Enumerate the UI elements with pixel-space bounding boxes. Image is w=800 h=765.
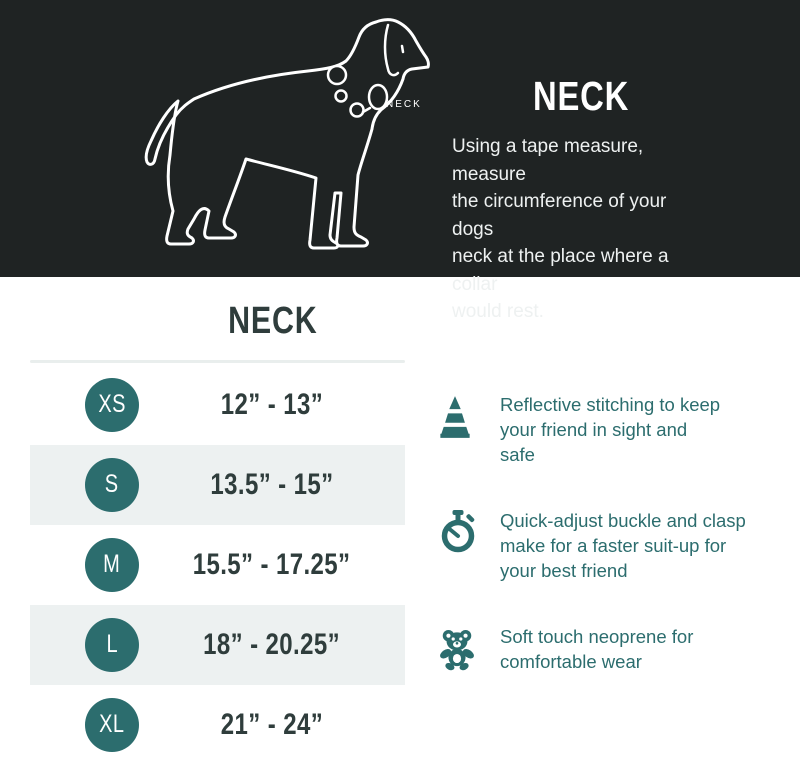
hero-description: Using a tape measure, measure the circum… bbox=[452, 136, 669, 322]
size-badge-label: XL bbox=[99, 710, 125, 739]
tape-ring-small-2 bbox=[349, 102, 365, 118]
size-range-value: 21” - 24” bbox=[139, 708, 405, 742]
size-table-title: NECK bbox=[140, 300, 405, 343]
size-table-title-text: NECK bbox=[227, 300, 318, 342]
dog-eye-mark bbox=[400, 44, 405, 54]
size-badge-xs: XS bbox=[85, 377, 139, 432]
feature-item-quick-adjust: Quick-adjust buckle and clasp make for a… bbox=[438, 507, 783, 583]
feature-text: Quick-adjust buckle and clasp make for a… bbox=[500, 510, 746, 581]
size-range-text: 13.5” - 15” bbox=[210, 467, 334, 501]
size-badge-label: S bbox=[105, 470, 119, 499]
size-range-text: 15.5” - 17.25” bbox=[193, 547, 351, 581]
stopwatch-icon bbox=[438, 507, 490, 554]
hero-text-block: NECK Using a tape measure, measure the c… bbox=[452, 76, 710, 326]
dog-ear-line bbox=[383, 23, 400, 77]
table-divider bbox=[30, 359, 405, 363]
teddy-bear-icon bbox=[438, 623, 490, 672]
table-row: S 13.5” - 15” bbox=[30, 444, 405, 525]
size-badge-label: XS bbox=[98, 390, 126, 419]
table-row: L 18” - 20.25” bbox=[30, 604, 405, 685]
size-table: NECK XS 12” - 13” S 13.5” - 15” M 15.5” … bbox=[30, 277, 405, 765]
size-rows: XS 12” - 13” S 13.5” - 15” M 15.5” - 17.… bbox=[30, 365, 405, 765]
feature-text: Soft touch neoprene for comfortable wear bbox=[500, 626, 694, 672]
size-badge-l: L bbox=[85, 617, 139, 672]
table-row: XL 21” - 24” bbox=[30, 685, 405, 765]
size-badge-m: M bbox=[85, 537, 139, 592]
hero-section: NECK NECK Using a tape measure, measure … bbox=[0, 0, 800, 322]
tape-neck-loop bbox=[367, 83, 389, 111]
size-range-text: 18” - 20.25” bbox=[203, 627, 341, 661]
feature-text: Reflective stitching to keep your friend… bbox=[500, 394, 721, 465]
dog-outline-illustration: NECK bbox=[144, 18, 430, 250]
size-range-value: 15.5” - 17.25” bbox=[139, 548, 405, 582]
features-list: Reflective stitching to keep your friend… bbox=[438, 391, 783, 714]
feature-item-soft-touch: Soft touch neoprene for comfortable wear bbox=[438, 623, 783, 674]
size-range-value: 13.5” - 15” bbox=[139, 468, 405, 502]
table-row: M 15.5” - 17.25” bbox=[30, 525, 405, 605]
tape-connector-line bbox=[361, 106, 372, 114]
traffic-cone-icon bbox=[438, 391, 490, 440]
dog-body-outline bbox=[144, 18, 430, 250]
tape-reel-circle bbox=[326, 64, 348, 86]
size-badge-label: L bbox=[106, 630, 118, 659]
size-badge-xl: XL bbox=[85, 697, 139, 752]
hero-heading: NECK bbox=[452, 76, 710, 117]
hero-heading-text: NECK bbox=[532, 73, 630, 119]
dog-neck-label: NECK bbox=[386, 99, 422, 110]
size-range-text: 12” - 13” bbox=[220, 387, 324, 421]
size-range-text: 21” - 24” bbox=[220, 707, 324, 741]
tape-ring-small-1 bbox=[334, 89, 348, 103]
size-badge-label: M bbox=[103, 550, 121, 579]
table-row: XS 12” - 13” bbox=[30, 365, 405, 445]
feature-item-reflective: Reflective stitching to keep your friend… bbox=[438, 391, 783, 467]
size-badge-s: S bbox=[85, 457, 139, 512]
size-range-value: 18” - 20.25” bbox=[139, 628, 405, 662]
size-range-value: 12” - 13” bbox=[139, 388, 405, 422]
